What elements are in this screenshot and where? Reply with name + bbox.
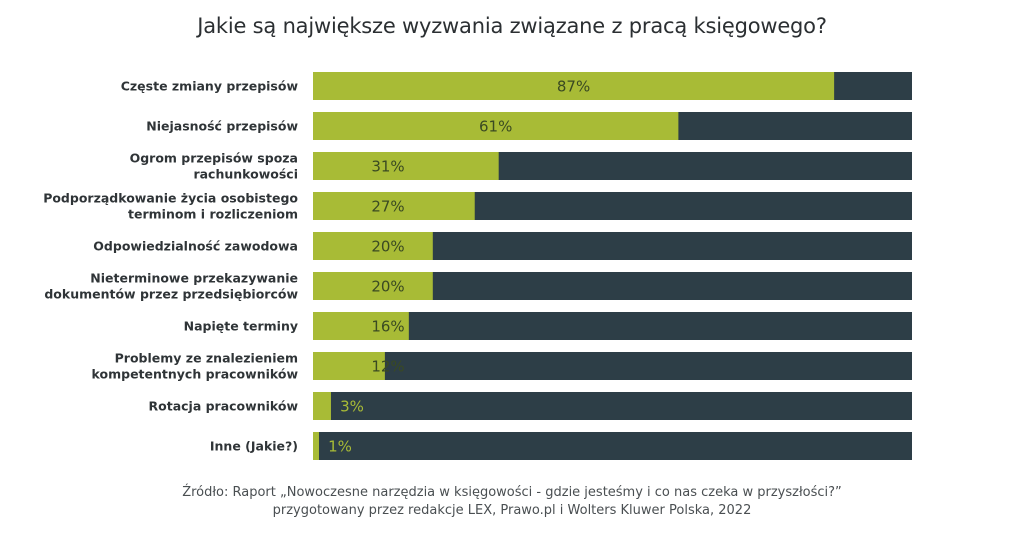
source-line-2: przygotowany przez redakcje LEX, Prawo.p… — [272, 503, 752, 518]
value-label: 61% — [479, 118, 512, 136]
value-label: 31% — [371, 158, 404, 176]
category-label: terminom i rozliczeniom — [128, 207, 298, 222]
value-label: 20% — [371, 238, 404, 256]
bar-remainder — [313, 432, 912, 460]
category-label: Inne (Jakie?) — [210, 439, 298, 454]
bar-value — [313, 72, 835, 100]
category-label: Podporządkowanie życia osobistego — [43, 191, 298, 206]
category-label: dokumentów przez przedsiębiorców — [44, 287, 298, 302]
category-label: Rotacja pracowników — [149, 399, 299, 414]
bar-value — [313, 152, 499, 180]
bar-remainder — [313, 352, 912, 380]
value-label: 27% — [371, 198, 404, 216]
category-label: Problemy ze znalezieniem — [115, 351, 298, 366]
category-label: Niejasność przepisów — [146, 119, 298, 134]
source-note: Źródło: Raport „Nowoczesne narzędzia w k… — [0, 484, 1024, 520]
bar-value — [313, 232, 433, 260]
category-label: Odpowiedzialność zawodowa — [93, 239, 298, 254]
category-label: Ogrom przepisów spoza — [130, 151, 298, 166]
bar-value — [313, 352, 385, 380]
bar-chart: 87% Częste zmiany przepisów 61% Niejasność … — [43, 72, 912, 460]
value-label: 20% — [371, 278, 404, 296]
category-label: Nieterminowe przekazywanie — [90, 271, 298, 286]
category-label: rachunkowości — [193, 167, 298, 182]
category-label: kompetentnych pracowników — [92, 367, 299, 382]
bar-remainder — [313, 312, 912, 340]
chart-title: Jakie są największe wyzwania związane z … — [197, 14, 827, 38]
bar-value — [313, 112, 679, 140]
value-label: 1% — [328, 438, 352, 456]
bar-value — [313, 272, 433, 300]
category-label: Częste zmiany przepisów — [121, 79, 299, 94]
bar-value — [313, 432, 319, 460]
source-line-1: Źródło: Raport „Nowoczesne narzędzia w k… — [182, 485, 842, 500]
bar-value — [313, 312, 409, 340]
bar-remainder — [313, 392, 912, 420]
value-label: 16% — [371, 318, 404, 336]
value-label: 3% — [340, 398, 364, 416]
bar-value — [313, 192, 475, 220]
value-label: 12% — [371, 358, 404, 376]
category-label: Napięte terminy — [184, 319, 298, 334]
bar-value — [313, 392, 331, 420]
value-label: 87% — [557, 78, 590, 96]
